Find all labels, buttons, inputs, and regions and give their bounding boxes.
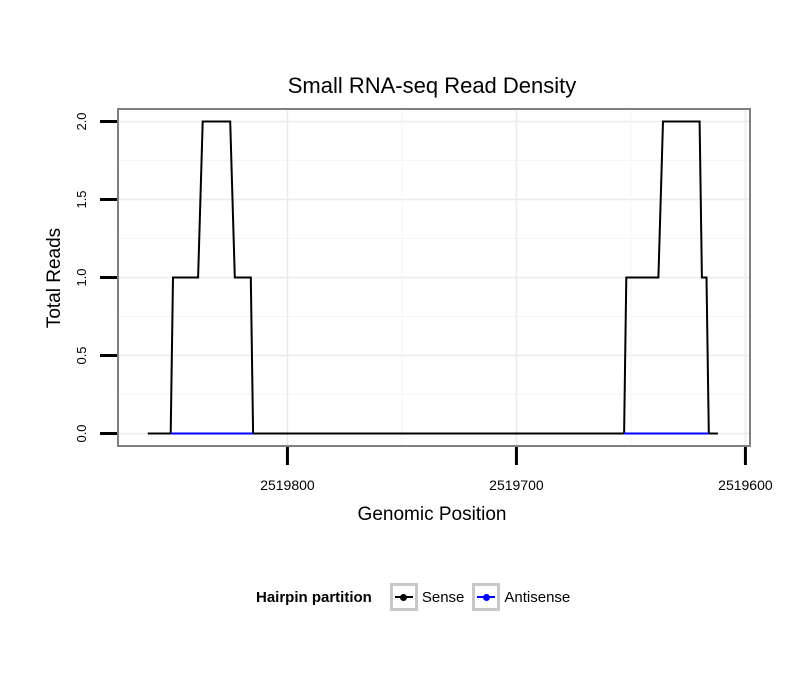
- y-tick-label: 2.0: [74, 112, 89, 130]
- x-axis: 2519800 2519700 2519600: [260, 447, 773, 493]
- x-tick-label: 2519600: [718, 477, 773, 493]
- x-axis-label: Genomic Position: [358, 504, 507, 525]
- chart-title: Small RNA-seq Read Density: [288, 73, 577, 98]
- y-tick-label: 1.0: [74, 268, 89, 286]
- y-axis: 0.0 0.5 1.0 1.5 2.0: [74, 112, 117, 443]
- legend-key-antisense: [472, 583, 501, 611]
- legend-entry-antisense: Antisense: [472, 583, 570, 611]
- x-tick-label: 2519800: [260, 477, 315, 493]
- legend-key-sense: [389, 583, 418, 611]
- y-tick-label: 1.5: [74, 190, 89, 208]
- legend-entry-sense: Sense: [389, 583, 465, 611]
- x-tick-label: 2519700: [489, 477, 544, 493]
- plot-panel-border: [117, 108, 751, 447]
- y-tick-label: 0.5: [74, 346, 89, 364]
- legend-label-antisense: Antisense: [504, 588, 571, 606]
- series-group: [147, 120, 718, 435]
- legend: Hairpin partition Sense Antisense: [256, 580, 578, 614]
- y-axis-label: Total Reads: [44, 228, 65, 328]
- y-tick-label: 0.0: [74, 424, 89, 442]
- series-line-sense: [147, 120, 718, 435]
- legend-title: Hairpin partition: [256, 588, 372, 606]
- legend-label-sense: Sense: [421, 588, 465, 606]
